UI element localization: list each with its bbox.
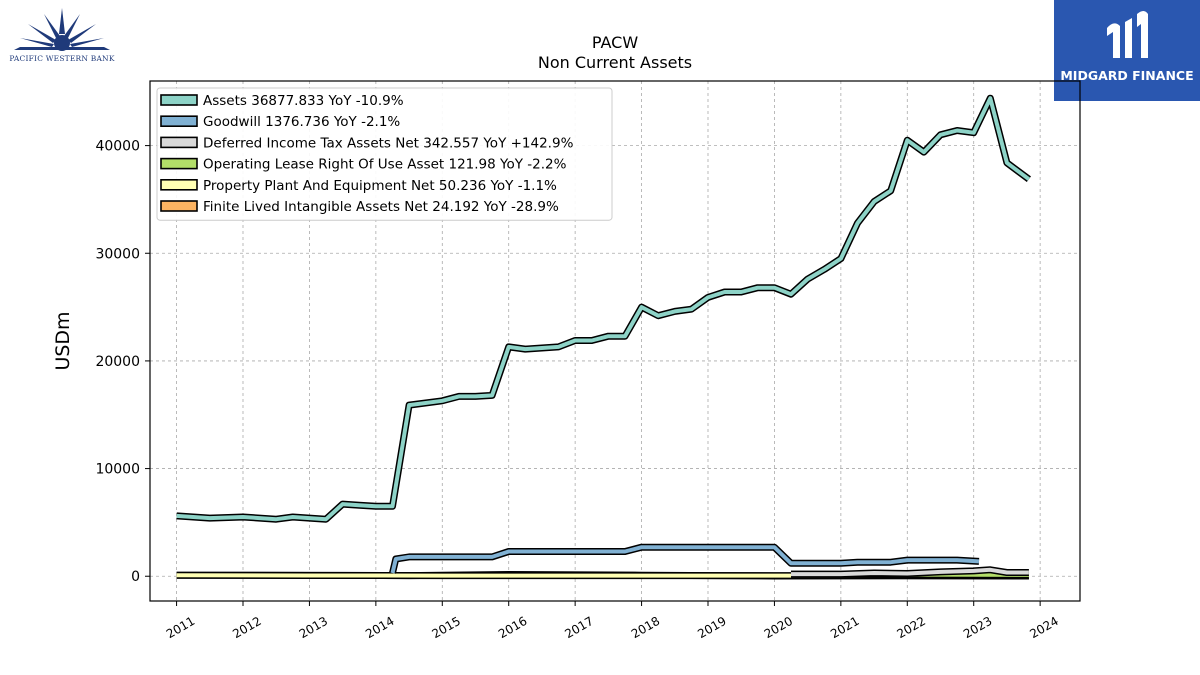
y-axis-label: USDm bbox=[52, 311, 74, 370]
x-tick-label: 2020 bbox=[762, 614, 795, 641]
y-tick-label: 10000 bbox=[95, 462, 140, 478]
x-tick-label: 2021 bbox=[828, 614, 861, 641]
chart-title: PACW bbox=[592, 33, 638, 52]
legend: Assets 36877.833 YoY -10.9% Goodwill 1376… bbox=[156, 87, 613, 221]
series-line bbox=[390, 545, 980, 574]
x-tick-label: 2015 bbox=[430, 614, 463, 641]
x-tick-label: 2018 bbox=[629, 614, 662, 641]
legend-swatch bbox=[160, 200, 198, 212]
sunburst-logo-icon bbox=[14, 8, 110, 51]
legend-label: Assets 36877.833 YoY -10.9% bbox=[203, 93, 404, 109]
legend-swatch bbox=[160, 157, 198, 170]
bank-name-text: PACIFIC WESTERN BANK bbox=[9, 54, 115, 63]
x-tick-label: 2022 bbox=[895, 614, 928, 641]
x-tick-label: 2017 bbox=[562, 614, 595, 641]
legend-swatch bbox=[160, 179, 198, 191]
series-line bbox=[176, 96, 1031, 522]
legend-swatch bbox=[160, 94, 198, 106]
pacific-western-bank-logo: PACIFIC WESTERN BANK bbox=[4, 4, 120, 66]
x-tick-label: 2024 bbox=[1027, 614, 1060, 641]
legend-label: Finite Lived Intangible Assets Net 24.19… bbox=[203, 199, 559, 215]
midgard-mark-icon bbox=[1107, 11, 1148, 58]
y-tick-label: 40000 bbox=[95, 139, 140, 155]
y-tick-label: 0 bbox=[131, 569, 140, 585]
y-tick-label: 20000 bbox=[95, 354, 140, 370]
legend-label: Goodwill 1376.736 YoY -2.1% bbox=[203, 114, 400, 130]
chart-subtitle: Non Current Assets bbox=[538, 53, 692, 72]
x-tick-label: 2012 bbox=[230, 614, 263, 641]
series-lines bbox=[176, 94, 1031, 580]
legend-swatch bbox=[160, 115, 198, 127]
brand-name-text: MIDGARD FINANCE bbox=[1060, 68, 1194, 83]
x-tick-label: 2014 bbox=[363, 614, 396, 641]
series-line bbox=[791, 567, 1029, 577]
legend-label: Operating Lease Right Of Use Asset 121.9… bbox=[203, 157, 567, 173]
y-tick-label: 30000 bbox=[95, 246, 140, 262]
legend-box bbox=[156, 87, 613, 221]
legend-swatch bbox=[160, 136, 198, 149]
x-tick-label: 2011 bbox=[164, 614, 197, 641]
x-tick-label: 2023 bbox=[961, 614, 994, 641]
plot-frame bbox=[149, 80, 1081, 602]
x-tick-label: 2013 bbox=[297, 614, 330, 641]
series-outline bbox=[389, 543, 980, 574]
midgard-finance-logo: MIDGARD FINANCE bbox=[1054, 0, 1200, 101]
x-tick-label: 2016 bbox=[496, 614, 529, 641]
legend-label: Property Plant And Equipment Net 50.236 … bbox=[203, 178, 557, 194]
x-tick-label: 2019 bbox=[695, 614, 728, 641]
legend-label: Deferred Income Tax Assets Net 342.557 Y… bbox=[203, 135, 574, 151]
